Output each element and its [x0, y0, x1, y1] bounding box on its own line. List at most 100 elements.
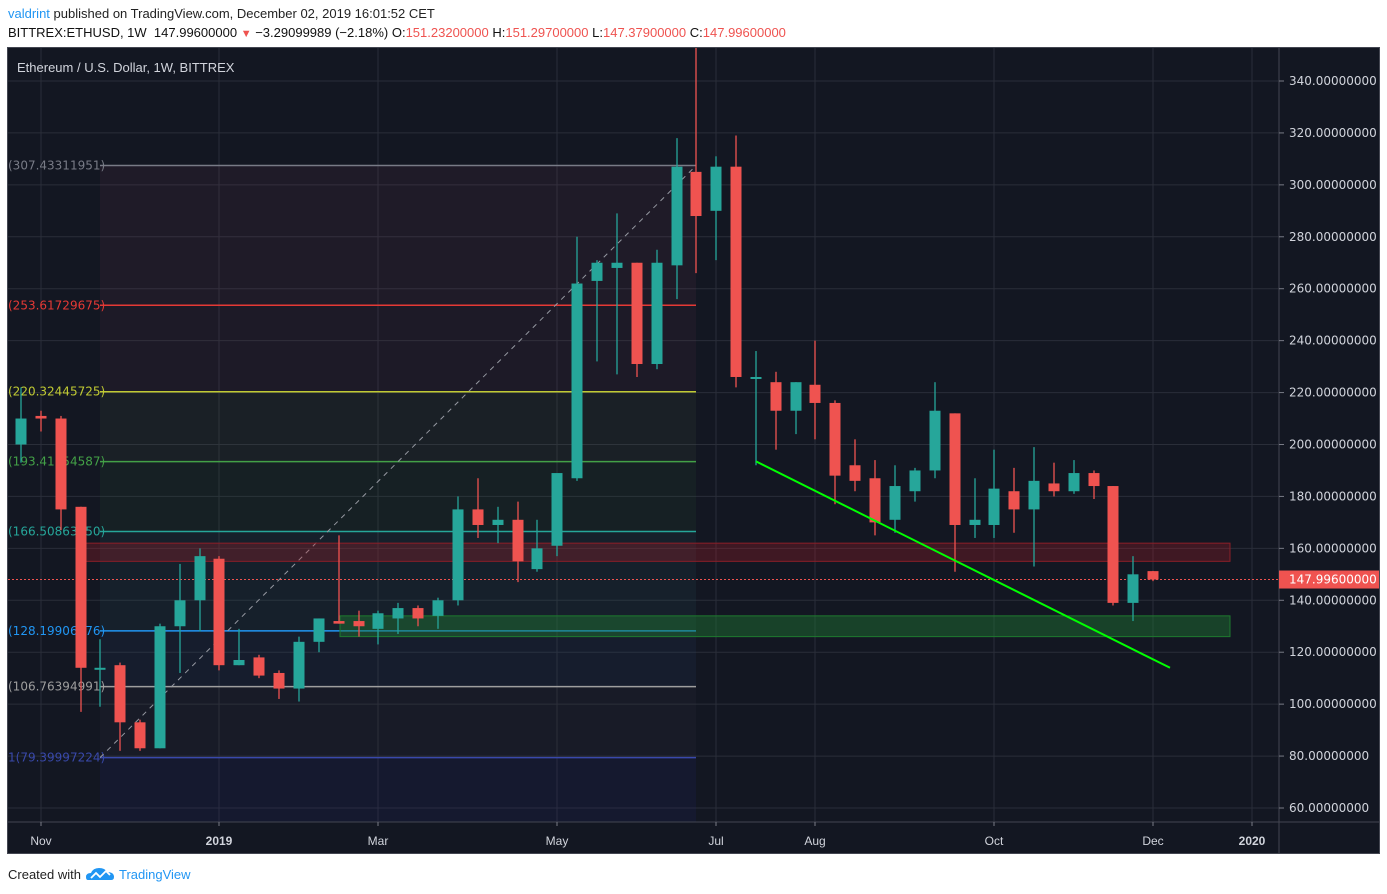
- plot-area[interactable]: (307.43311951) (253.61729675) (220.3244572…: [8, 24, 1279, 822]
- candle[interactable]: [770, 371, 782, 450]
- candle[interactable]: [631, 262, 643, 377]
- time-axis-label: Oct: [985, 834, 1004, 848]
- fib-level-label: (106.76394991): [8, 680, 105, 694]
- candle[interactable]: [154, 623, 166, 749]
- candle-body: [194, 556, 206, 601]
- candle[interactable]: [909, 467, 921, 502]
- candle[interactable]: [849, 439, 861, 492]
- candle[interactable]: [1127, 556, 1139, 622]
- candle-body: [94, 667, 106, 670]
- candle[interactable]: [194, 548, 206, 632]
- candle[interactable]: [1028, 447, 1040, 567]
- candle[interactable]: [333, 535, 345, 624]
- candle[interactable]: [1147, 570, 1159, 582]
- candle-body: [949, 413, 961, 525]
- candle[interactable]: [353, 610, 365, 637]
- down-triangle-icon: ▼: [240, 28, 252, 40]
- candle-body: [452, 509, 464, 601]
- fib-band: [100, 757, 696, 822]
- candle-body: [591, 262, 603, 281]
- candle[interactable]: [869, 460, 881, 536]
- candle[interactable]: [969, 478, 981, 538]
- candle[interactable]: [134, 719, 146, 751]
- candle[interactable]: [571, 236, 583, 481]
- candle[interactable]: [253, 654, 265, 679]
- candle[interactable]: [1068, 460, 1080, 494]
- fib-band: [100, 165, 696, 306]
- candle[interactable]: [710, 156, 722, 261]
- time-axis-label: May: [546, 834, 569, 848]
- candle[interactable]: [472, 478, 484, 538]
- candle[interactable]: [273, 670, 285, 699]
- chart-title: Ethereum / U.S. Dollar, 1W, BITTREX: [17, 60, 235, 75]
- support-trend-line[interactable]: [755, 460, 1171, 669]
- candle[interactable]: [750, 351, 762, 466]
- candle[interactable]: [233, 628, 245, 666]
- candle-body: [651, 262, 663, 365]
- low-value: 147.37900000: [602, 25, 687, 40]
- candle[interactable]: [809, 340, 821, 440]
- candle[interactable]: [651, 249, 663, 370]
- candle-body: [889, 486, 901, 520]
- candle[interactable]: [790, 382, 802, 435]
- fib-level-label: (166.50863450): [8, 524, 105, 538]
- candle[interactable]: [55, 415, 67, 531]
- candle[interactable]: [611, 213, 623, 375]
- candle-body: [631, 262, 643, 365]
- candle[interactable]: [114, 662, 126, 751]
- candle-body: [730, 166, 742, 377]
- candle-body: [969, 519, 981, 525]
- candle[interactable]: [591, 260, 603, 362]
- candle-body: [611, 262, 623, 268]
- author-link[interactable]: valdrint: [8, 6, 50, 21]
- candle[interactable]: [929, 382, 941, 479]
- candle[interactable]: [1048, 462, 1060, 497]
- support-zone[interactable]: [339, 615, 1231, 638]
- candle[interactable]: [432, 597, 444, 629]
- candle[interactable]: [35, 410, 47, 432]
- candle[interactable]: [1107, 486, 1119, 606]
- fib-level-label: (307.43311951): [8, 159, 105, 173]
- candle[interactable]: [730, 135, 742, 388]
- candle[interactable]: [392, 602, 404, 635]
- candle-body: [1068, 473, 1080, 492]
- candle[interactable]: [690, 24, 702, 274]
- time-axis-label: Nov: [30, 834, 51, 848]
- candle[interactable]: [512, 501, 524, 583]
- tradingview-logo-icon[interactable]: [85, 866, 115, 882]
- candle[interactable]: [452, 496, 464, 606]
- candle[interactable]: [949, 413, 961, 572]
- candle[interactable]: [988, 449, 1000, 538]
- candle[interactable]: [313, 618, 325, 653]
- candle[interactable]: [372, 610, 384, 645]
- candle[interactable]: [213, 556, 225, 671]
- candle[interactable]: [94, 639, 106, 707]
- fib-band: [100, 461, 696, 532]
- low-label: L:: [592, 25, 603, 40]
- price-axis-label: 200.00000000: [1289, 437, 1377, 451]
- resistance-zone[interactable]: [84, 542, 1231, 562]
- candle[interactable]: [1008, 467, 1020, 533]
- candle[interactable]: [492, 506, 504, 544]
- candle-body: [809, 384, 821, 403]
- candle[interactable]: [15, 387, 27, 463]
- candle[interactable]: [671, 138, 683, 300]
- tradingview-brand-link[interactable]: TradingView: [118, 866, 191, 882]
- candle[interactable]: [829, 400, 841, 505]
- candle-body: [412, 608, 424, 619]
- candle[interactable]: [889, 465, 901, 533]
- candle[interactable]: [412, 605, 424, 627]
- candle[interactable]: [531, 519, 543, 572]
- current-price-tag[interactable]: [1279, 570, 1379, 589]
- open-value: 151.23200000: [405, 25, 489, 40]
- candle[interactable]: [1088, 470, 1100, 500]
- candle-body: [671, 166, 683, 266]
- created-with-text: Created with: [8, 866, 81, 882]
- candle[interactable]: [75, 506, 87, 712]
- candle[interactable]: [174, 563, 186, 673]
- fib-level-label: (253.61729675): [8, 298, 105, 312]
- candle[interactable]: [551, 473, 563, 557]
- candle[interactable]: [293, 636, 305, 702]
- time-axis-label: Dec: [1142, 834, 1163, 848]
